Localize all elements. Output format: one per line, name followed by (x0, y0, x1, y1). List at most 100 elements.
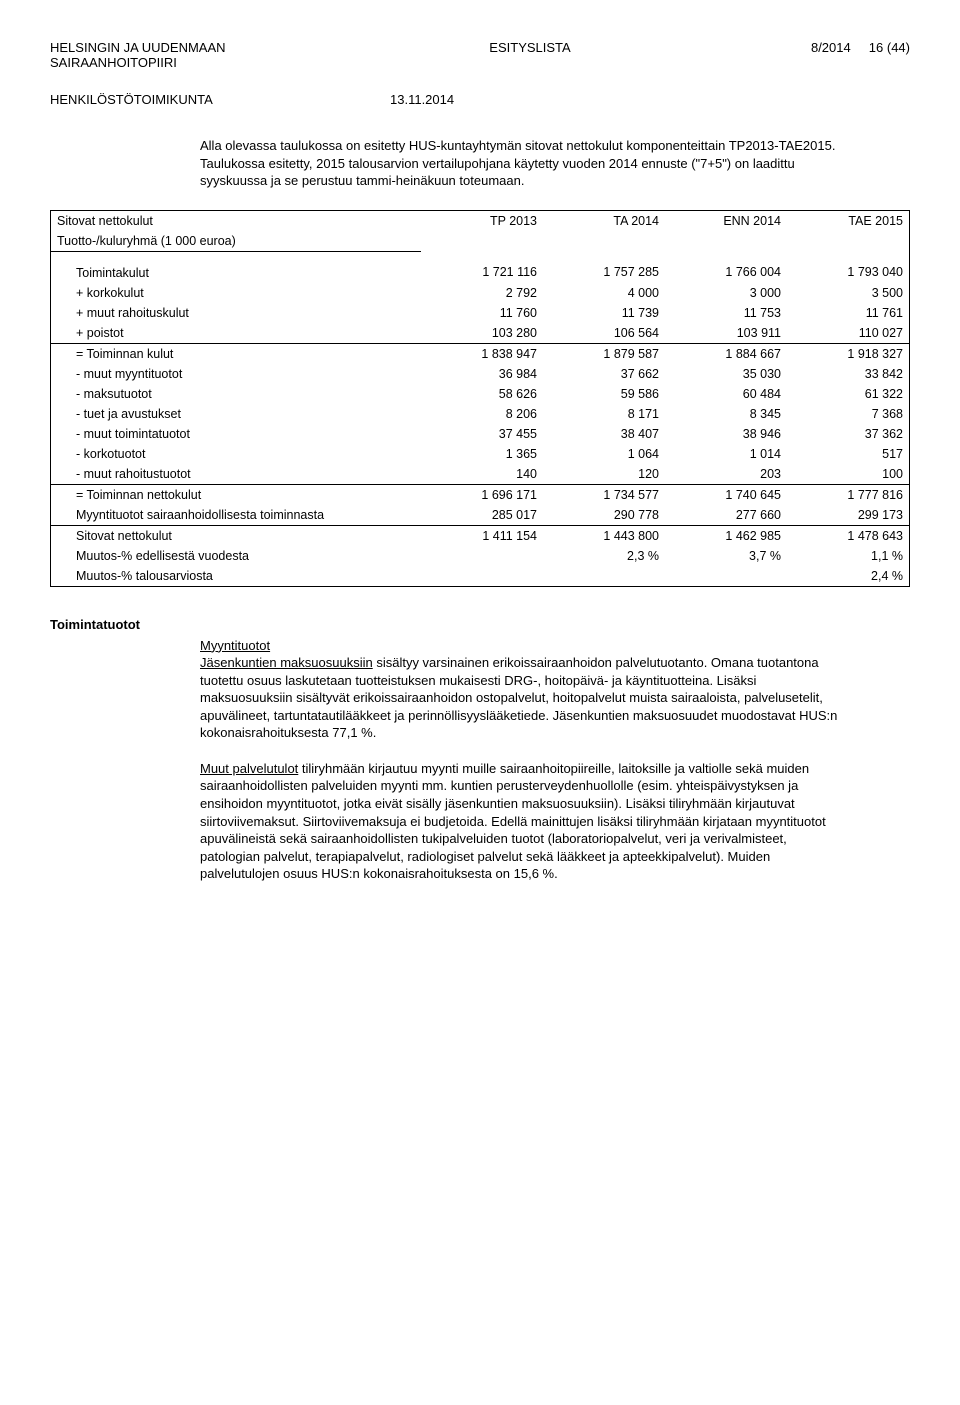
cell-value: 1 064 (543, 444, 665, 464)
cell-value: 1 411 154 (421, 525, 543, 546)
row-label: - muut rahoitustuotot (51, 464, 422, 485)
row-label: - maksutuotot (51, 384, 422, 404)
cell-value: 100 (787, 464, 910, 485)
col-header: TAE 2015 (787, 210, 910, 231)
table-row: Sitovat nettokulut1 411 1541 443 8001 46… (51, 525, 910, 546)
cell-value: 59 586 (543, 384, 665, 404)
cell-value: 8 206 (421, 404, 543, 424)
table-row: Muutos-% edellisestä vuodesta2,3 %3,7 %1… (51, 546, 910, 566)
p2-lead: Muut palvelutulot (200, 761, 298, 776)
committee-name: HENKILÖSTÖTOIMIKUNTA (50, 92, 390, 107)
cell-value: 517 (787, 444, 910, 464)
cell-value: 103 911 (665, 323, 787, 344)
cell-value: 3,7 % (665, 546, 787, 566)
row-label: Sitovat nettokulut (51, 525, 422, 546)
cell-value: 1 443 800 (543, 525, 665, 546)
cell-value: 1 696 171 (421, 484, 543, 505)
cell-value: 7 368 (787, 404, 910, 424)
row-label: - muut toimintatuotot (51, 424, 422, 444)
col-header: ENN 2014 (665, 210, 787, 231)
doc-type: ESITYSLISTA (310, 40, 750, 70)
row-label: = Toiminnan kulut (51, 343, 422, 364)
table-header-row: Sitovat nettokulut TP 2013 TA 2014 ENN 2… (51, 210, 910, 231)
cell-value: 36 984 (421, 364, 543, 384)
cell-value: 60 484 (665, 384, 787, 404)
table-row: Muutos-% talousarviosta 2,4 % (51, 566, 910, 587)
cell-value: 1 478 643 (787, 525, 910, 546)
cell-value: 1 721 116 (421, 251, 543, 283)
page-header: HELSINGIN JA UUDENMAAN SAIRAANHOITOPIIRI… (50, 40, 910, 70)
row-label: + muut rahoituskulut (51, 303, 422, 323)
org-line2: SAIRAANHOITOPIIRI (50, 55, 177, 70)
doc-meta: 8/2014 16 (44) (750, 40, 910, 70)
table-subtitle: Tuotto-/kuluryhmä (1 000 euroa) (51, 231, 422, 252)
cell-value: 1 757 285 (543, 251, 665, 283)
table-row: + muut rahoituskulut11 76011 73911 75311… (51, 303, 910, 323)
muut-palvelutulot-paragraph: Muut palvelutulot tiliryhmään kirjautuu … (200, 760, 850, 883)
table-row: Toimintakulut1 721 1161 757 2851 766 004… (51, 251, 910, 283)
row-label: + poistot (51, 323, 422, 344)
row-label: - korkotuotot (51, 444, 422, 464)
table-row: - muut rahoitustuotot140120203100 (51, 464, 910, 485)
row-label: - tuet ja avustukset (51, 404, 422, 424)
cell-value: 61 322 (787, 384, 910, 404)
cell-value: 1 766 004 (665, 251, 787, 283)
row-label: Myyntituotot sairaanhoidollisesta toimin… (51, 505, 422, 526)
row-label: Muutos-% talousarviosta (51, 566, 422, 587)
intro-paragraph: Alla olevassa taulukossa on esitetty HUS… (200, 137, 850, 190)
cell-value: 38 407 (543, 424, 665, 444)
cell-value: 38 946 (665, 424, 787, 444)
cell-value: 37 455 (421, 424, 543, 444)
col-header: TA 2014 (543, 210, 665, 231)
cell-value: 8 171 (543, 404, 665, 424)
cell-value: 1 014 (665, 444, 787, 464)
meeting-date: 13.11.2014 (390, 92, 454, 107)
cell-value: 3 500 (787, 283, 910, 303)
cell-value: 1 777 816 (787, 484, 910, 505)
cell-value: 299 173 (787, 505, 910, 526)
cell-value: 110 027 (787, 323, 910, 344)
cell-value: 140 (421, 464, 543, 485)
cell-value: 2,3 % (543, 546, 665, 566)
table-row: - tuet ja avustukset8 2068 1718 3457 368 (51, 404, 910, 424)
table-row: - muut myyntituotot36 98437 66235 03033 … (51, 364, 910, 384)
table-row: + korkokulut2 7924 0003 0003 500 (51, 283, 910, 303)
cell-value: 11 739 (543, 303, 665, 323)
cell-value: 103 280 (421, 323, 543, 344)
row-label: Toimintakulut (51, 251, 422, 283)
p2-rest: tiliryhmään kirjautuu myynti muille sair… (200, 761, 826, 881)
cell-value: 277 660 (665, 505, 787, 526)
cell-value (421, 546, 543, 566)
p1-lead: Jäsenkuntien maksuosuuksiin (200, 655, 373, 670)
cell-value: 1,1 % (787, 546, 910, 566)
cell-value: 285 017 (421, 505, 543, 526)
table-row: = Toiminnan kulut1 838 9471 879 5871 884… (51, 343, 910, 364)
org-line1: HELSINGIN JA UUDENMAAN (50, 40, 226, 55)
section-heading: Toimintatuotot (50, 617, 910, 632)
cell-value (421, 566, 543, 587)
row-label: + korkokulut (51, 283, 422, 303)
cell-value: 3 000 (665, 283, 787, 303)
committee-row: HENKILÖSTÖTOIMIKUNTA 13.11.2014 (50, 92, 910, 107)
doc-number: 8/2014 (811, 40, 851, 55)
cell-value: 1 879 587 (543, 343, 665, 364)
row-label: - muut myyntituotot (51, 364, 422, 384)
cell-value: 37 662 (543, 364, 665, 384)
cell-value: 290 778 (543, 505, 665, 526)
row-label: = Toiminnan nettokulut (51, 484, 422, 505)
cell-value: 2,4 % (787, 566, 910, 587)
cell-value: 11 760 (421, 303, 543, 323)
cell-value: 1 918 327 (787, 343, 910, 364)
cell-value: 8 345 (665, 404, 787, 424)
cell-value: 106 564 (543, 323, 665, 344)
table-row: - korkotuotot1 3651 0641 014517 (51, 444, 910, 464)
table-title: Sitovat nettokulut (51, 210, 422, 231)
page-number: 16 (44) (869, 40, 910, 55)
cell-value (665, 566, 787, 587)
cell-value: 1 462 985 (665, 525, 787, 546)
org-name: HELSINGIN JA UUDENMAAN SAIRAANHOITOPIIRI (50, 40, 310, 70)
cell-value: 4 000 (543, 283, 665, 303)
table-row: = Toiminnan nettokulut1 696 1711 734 577… (51, 484, 910, 505)
cell-value: 1 838 947 (421, 343, 543, 364)
cell-value: 1 793 040 (787, 251, 910, 283)
